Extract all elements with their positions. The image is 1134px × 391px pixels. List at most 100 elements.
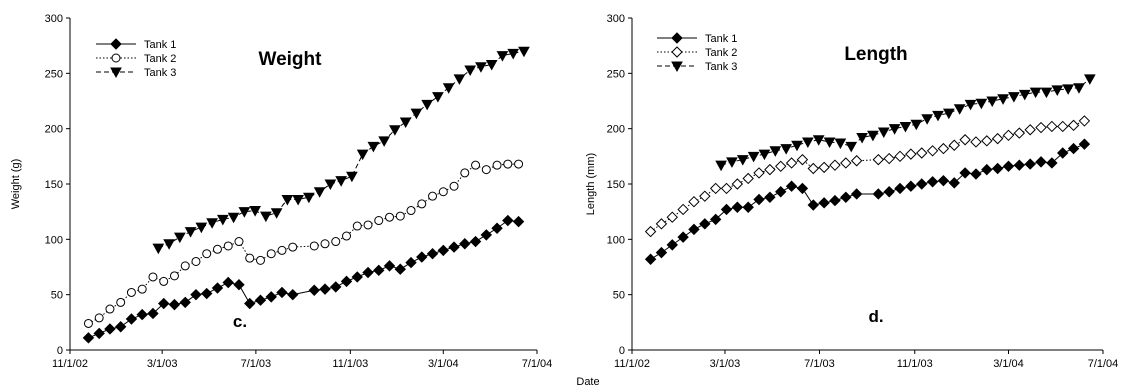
data-point [1013,159,1026,171]
data-point [720,182,733,195]
data-point [254,294,267,306]
data-point [180,261,190,271]
data-point [201,287,213,300]
data-point [152,243,165,255]
data-point [970,168,982,180]
data-point [116,297,126,307]
data-point [244,297,256,310]
data-point [948,139,960,151]
legend-entry: Tank 2 [96,53,176,65]
data-point [905,148,917,160]
x-tick-label: 7/1/03 [241,358,272,370]
series-line [650,143,1085,260]
data-point [942,108,955,120]
y-tick-label: 0 [619,345,625,357]
data-point [514,159,524,169]
data-point [812,135,825,146]
data-point [867,130,879,142]
data-point [1002,160,1015,173]
data-point [114,321,127,333]
data-point [742,201,754,213]
data-point [644,253,657,265]
data-point [780,144,793,155]
data-point [991,162,1004,175]
legend-marker [671,32,683,44]
data-point [986,96,999,108]
data-point [1073,83,1085,94]
data-point [438,187,448,197]
data-point [785,157,798,169]
data-point [281,194,294,206]
data-point [190,288,202,301]
data-point [410,108,423,120]
data-point [823,137,836,148]
data-point [872,188,885,200]
data-point [217,214,229,226]
data-point [352,221,362,231]
y-tick-label: 300 [45,13,63,25]
data-point [448,241,460,253]
data-point [964,99,977,111]
data-point [655,246,668,259]
data-point [1067,119,1080,132]
data-point [432,92,444,103]
data-point [518,46,530,58]
legend-label: Tank 2 [705,47,737,59]
series-tank-1 [644,138,1091,265]
data-point [469,235,482,248]
data-point [158,297,170,310]
data-point [163,239,175,250]
data-point [699,218,711,230]
data-point [222,276,234,289]
data-point [212,244,222,254]
data-point [1057,147,1069,159]
data-point [1029,87,1042,99]
data-point [991,132,1004,145]
data-point [385,212,395,222]
y-tick-label: 200 [607,124,625,136]
data-point [104,323,116,335]
legend-entry: Tank 1 [96,38,176,51]
data-point [168,298,181,311]
data-point [399,117,412,129]
data-point [731,201,744,213]
data-point [395,211,405,221]
data-point [324,179,337,191]
data-point [330,281,342,293]
data-point [512,215,525,228]
x-tick-label: 11/1/03 [332,358,368,370]
data-point [320,239,330,249]
series-tank-2 [644,115,1091,238]
data-point [270,208,283,219]
data-point [644,225,657,238]
data-point [834,138,847,150]
data-point [709,213,722,226]
y-tick-label: 250 [607,68,625,80]
data-point [975,98,988,110]
data-point [655,218,668,230]
data-point [677,203,689,216]
data-point [496,51,509,62]
data-point [234,237,244,247]
data-point [1002,129,1015,142]
data-point [255,255,265,265]
x-tick-label: 11/1/02 [614,358,650,370]
data-point [916,147,928,159]
y-tick-label: 50 [613,290,625,302]
weight-chart: 0 50 100 150 200 250 300 11/1/02 3/1/03 7/1/03 11/… [10,13,552,370]
data-point [147,307,159,320]
data-point [856,133,868,144]
data-point [1024,124,1036,136]
data-point [1018,89,1031,101]
data-point [105,304,115,314]
data-point [313,187,326,198]
data-point [785,180,798,192]
data-point [351,271,363,283]
data-point [367,141,380,153]
data-point [666,239,678,251]
data-point [383,260,396,272]
data-point [363,220,373,230]
data-point [426,248,439,260]
chart-title: Weight [259,49,323,70]
